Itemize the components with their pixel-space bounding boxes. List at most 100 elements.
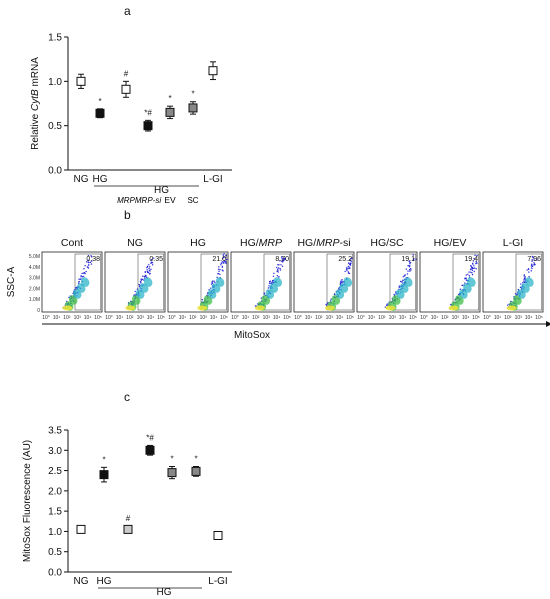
flow-event-dot xyxy=(471,268,473,270)
mitosox-chart-significance-marker: * xyxy=(102,455,105,464)
flow-event-dot xyxy=(528,275,530,278)
flow-x-tick-label: 10² xyxy=(378,315,386,321)
flow-event-dot xyxy=(409,263,411,265)
flow-plot-title: NG xyxy=(127,237,143,249)
flow-event-dot xyxy=(474,254,476,256)
flow-percent-label: 21.0 xyxy=(212,256,226,263)
flow-event-dot xyxy=(150,258,153,261)
flow-event-dot xyxy=(277,264,279,266)
flow-x-axis-label: MitoSox xyxy=(234,330,270,341)
flow-event-dot xyxy=(276,275,278,277)
flow-event-dot xyxy=(225,258,228,261)
flow-event-dot xyxy=(531,259,533,261)
flow-event-dot xyxy=(469,268,472,271)
flow-event-dot xyxy=(140,278,142,280)
flow-event-dot xyxy=(75,286,78,289)
flow-x-tick-label: 10⁴ xyxy=(462,315,470,321)
flow-event-dot xyxy=(406,273,409,275)
flow-event-dot xyxy=(217,273,219,275)
flow-event-dot xyxy=(216,276,218,279)
flow-x-tick-label: 10³ xyxy=(200,315,208,321)
flow-event-dot xyxy=(277,267,280,269)
flow-event-dot xyxy=(78,278,80,280)
flow-event-dot xyxy=(150,262,152,265)
flow-event-dot xyxy=(393,293,395,296)
flow-event-dot xyxy=(399,280,402,283)
flow-event-dot xyxy=(471,273,474,276)
flow-event-dot xyxy=(523,280,525,283)
flow-event-dot xyxy=(410,267,412,270)
flow-event-dot xyxy=(254,305,257,307)
cytb-chart-significance-marker: * xyxy=(98,97,101,106)
flow-plot-title: L-GI xyxy=(503,237,523,249)
flow-event-dot xyxy=(347,262,350,264)
flow-event-dot xyxy=(472,263,474,265)
mitosox-chart-point-hg-sc xyxy=(191,466,201,476)
flow-event-dot xyxy=(148,267,150,270)
flow-event-dot xyxy=(273,272,275,275)
flow-event-dot xyxy=(347,267,349,270)
flow-event-dot xyxy=(408,261,411,263)
flow-x-tick-label: 10° xyxy=(420,315,428,321)
flow-event-dot xyxy=(407,270,409,272)
flow-event-dot xyxy=(151,262,154,264)
flow-x-tick-label: 10⁴ xyxy=(84,315,92,321)
flow-event-dot xyxy=(91,256,93,258)
flow-x-tick-label: 10³ xyxy=(137,315,145,321)
flow-density-core xyxy=(215,277,225,287)
flow-event-dot xyxy=(224,259,226,262)
flow-event-dot xyxy=(536,259,538,261)
flow-x-tick-label: 10° xyxy=(42,315,50,321)
cytb-chart-x-tick-label: HG xyxy=(93,174,108,185)
mitosox-chart-point-ng xyxy=(76,524,86,534)
cytb-chart-point-hg-sc xyxy=(188,103,198,113)
flow-event-dot xyxy=(221,261,224,263)
flow-x-tick-label: 10³ xyxy=(74,315,82,321)
flow-density-peak xyxy=(506,305,517,311)
flow-x-tick-label: 10³ xyxy=(515,315,523,321)
flow-x-tick-label: 10¹ xyxy=(494,315,502,321)
flow-event-dot xyxy=(344,270,346,273)
flow-density-peak xyxy=(197,305,208,311)
flow-event-dot xyxy=(473,257,475,260)
flow-x-tick-label: 10² xyxy=(315,315,323,321)
flow-y-tick-label: 1.0M xyxy=(29,297,40,303)
flow-x-tick-label: 10⁵ xyxy=(409,315,417,321)
mitosox-chart-point-l-gi xyxy=(213,530,223,540)
cytb-chart-sublabel: SC xyxy=(187,196,198,205)
flow-event-dot xyxy=(268,285,270,287)
flow-event-dot xyxy=(88,261,90,264)
flow-event-dot xyxy=(153,257,155,259)
flow-event-dot xyxy=(277,271,279,273)
cytb-chart-significance-marker: # xyxy=(124,69,129,78)
cytb-chart-point-hg xyxy=(95,108,105,118)
flow-y-tick-label: 5.0M xyxy=(29,254,40,260)
flow-x-tick-label: 10⁵ xyxy=(346,315,354,321)
flow-event-dot xyxy=(516,293,518,296)
mitosox-chart-point-hg-ev xyxy=(167,468,177,478)
flow-density-core xyxy=(273,277,283,287)
flow-event-dot xyxy=(145,274,147,277)
flow-event-dot xyxy=(218,266,220,268)
flow-event-dot xyxy=(222,254,225,256)
flow-event-dot xyxy=(347,272,350,274)
flow-event-dot xyxy=(278,264,280,266)
mitosox-chart-y-tick-label: 3.0 xyxy=(48,446,62,457)
flow-event-dot xyxy=(282,260,285,262)
flow-event-dot xyxy=(467,273,469,275)
flow-x-tick-label: 10⁴ xyxy=(210,315,218,321)
flow-event-dot xyxy=(330,298,332,300)
flow-event-dot xyxy=(225,254,227,257)
flow-percent-label: 7.96 xyxy=(527,256,541,263)
flow-density-core xyxy=(143,277,153,287)
flow-percent-label: 0.38 xyxy=(86,256,100,263)
flow-event-dot xyxy=(386,303,388,305)
flow-event-dot xyxy=(413,258,415,260)
flow-event-dot xyxy=(270,282,273,284)
flow-event-dot xyxy=(146,269,148,271)
flow-event-dot xyxy=(527,268,530,270)
flow-event-dot xyxy=(210,287,212,289)
flow-x-tick-label: 10° xyxy=(105,315,113,321)
flow-event-dot xyxy=(528,271,530,273)
cytb-chart-sublabel: MRP xyxy=(117,196,135,205)
